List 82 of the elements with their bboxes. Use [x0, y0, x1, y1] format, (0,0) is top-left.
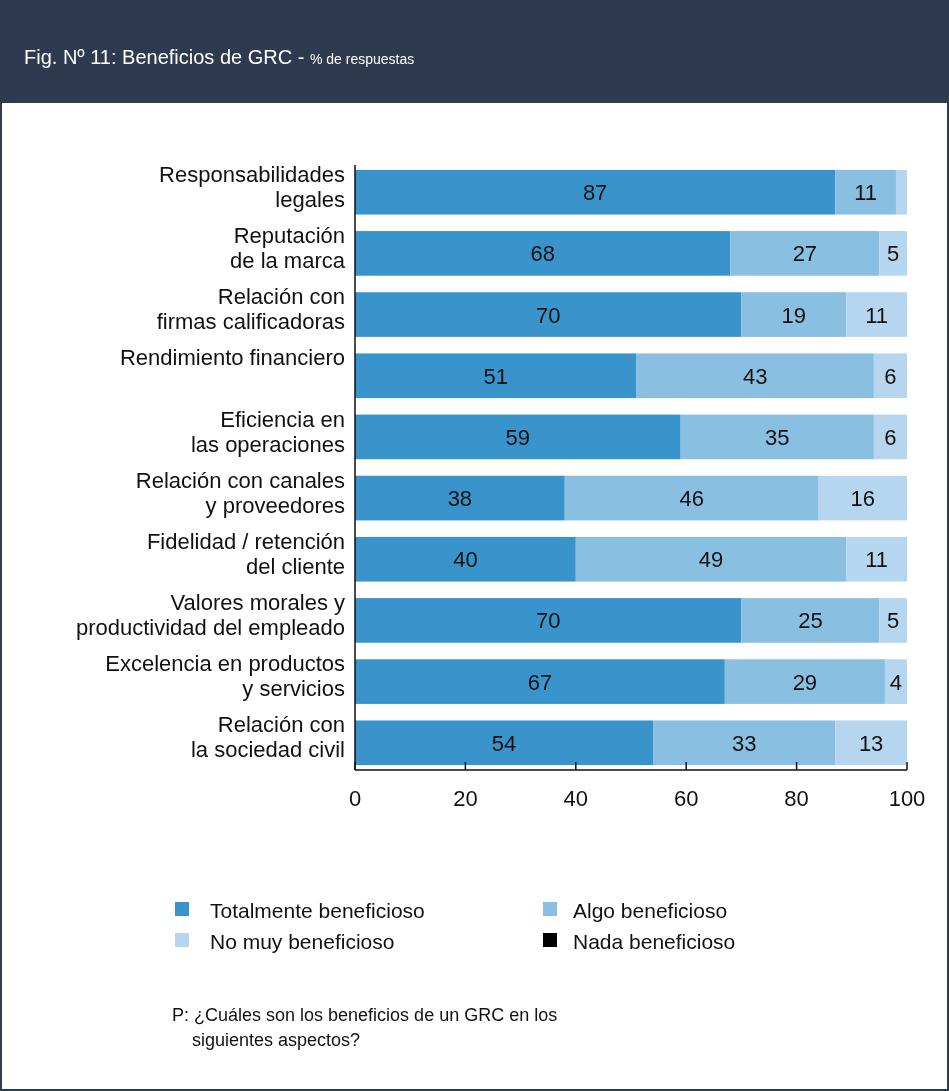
data-label: 40 — [453, 547, 478, 573]
text: P: ¿Cuáles son los beneficios de un GRC en los siguientes aspectos? — [172, 1005, 558, 1050]
data-label: 38 — [447, 486, 473, 512]
data-label: 16 — [850, 486, 876, 512]
data-label: 70 — [535, 608, 561, 634]
bar — [895, 169, 907, 215]
data-label: 11 — [865, 547, 889, 573]
x-tick-label: 100 — [888, 786, 926, 811]
bar — [879, 598, 907, 643]
data-label: 33 — [731, 730, 757, 756]
bar — [818, 475, 907, 521]
y-tick-label: Relación con firmas calificadoras — [156, 284, 345, 335]
y-tick-label: Relación con la sociedad civil — [190, 712, 345, 763]
text: Fig. Nº 11: Beneficios de GRC - — [24, 46, 305, 68]
x-tick-label: 20 — [453, 786, 478, 811]
data-label: 70 — [535, 302, 561, 328]
data-label: 5 — [887, 608, 900, 634]
bar — [873, 414, 907, 460]
bar — [653, 720, 836, 766]
bar — [355, 720, 654, 766]
bar — [355, 292, 742, 337]
y-tick-label: Responsabilidades legales — [159, 161, 345, 212]
y-tick-label: Eficiencia en las operaciones — [190, 406, 345, 457]
x-tick-label: 60 — [673, 786, 699, 811]
x-tick-label: 40 — [563, 786, 589, 811]
legend-label: Algo beneficioso — [573, 899, 728, 922]
y-tick-label: Excelencia en productos y servicios — [105, 651, 345, 702]
data-label: 11 — [854, 180, 878, 206]
bar — [564, 475, 819, 521]
bar — [355, 231, 731, 276]
bar — [355, 169, 836, 215]
legend-label: Totalmente beneficioso — [210, 899, 425, 922]
legend-label: No muy beneficioso — [210, 930, 395, 953]
data-label: 6 — [884, 424, 897, 450]
data-label: 29 — [792, 669, 818, 695]
data-label: 6 — [884, 363, 897, 389]
bar — [835, 169, 896, 215]
bar — [724, 659, 885, 704]
legend-label: Nada beneficioso — [573, 930, 736, 953]
data-label: 4 — [889, 669, 903, 695]
bar — [355, 659, 725, 704]
data-label: 35 — [765, 424, 790, 450]
bar — [355, 353, 637, 399]
bar — [741, 292, 847, 337]
bar — [846, 292, 907, 337]
y-tick-label: Rendimiento financiero — [119, 345, 345, 371]
x-tick-label: 0 — [348, 786, 362, 811]
data-label: 59 — [505, 424, 531, 450]
bar — [835, 720, 907, 766]
chart-subtitle: % de respuestas — [309, 51, 415, 67]
bar — [884, 659, 907, 704]
y-tick-label: Reputación de la marca — [230, 223, 346, 274]
x-tick-label: 80 — [784, 786, 809, 811]
data-label: 49 — [698, 547, 724, 573]
y-tick-label: Relación con canales y proveedores — [135, 467, 345, 518]
bar — [741, 598, 880, 643]
data-label: 19 — [781, 302, 807, 328]
bar — [846, 536, 907, 582]
data-label: 13 — [858, 730, 884, 756]
data-label: 11 — [865, 302, 889, 328]
data-label: 51 — [483, 363, 508, 389]
bar — [873, 353, 907, 399]
data-label: 54 — [491, 730, 517, 756]
y-tick-label: Fidelidad / retención del cliente — [146, 528, 345, 579]
bar — [879, 231, 907, 276]
bar — [355, 536, 576, 582]
data-label: 5 — [887, 241, 900, 267]
data-label: 87 — [582, 180, 608, 206]
bar — [680, 414, 874, 460]
bar — [636, 353, 874, 399]
bar — [575, 536, 847, 582]
y-tick-label: Valores morales y productividad del empleado — [75, 590, 345, 641]
bar — [355, 475, 565, 521]
bar — [355, 414, 681, 460]
bar — [355, 598, 742, 643]
data-label: 43 — [742, 363, 768, 389]
data-label: 67 — [527, 669, 553, 695]
data-label: 46 — [679, 486, 704, 512]
data-label: 27 — [792, 241, 818, 267]
bar — [730, 231, 880, 276]
data-label: 25 — [798, 608, 823, 634]
data-label: 68 — [530, 241, 555, 267]
